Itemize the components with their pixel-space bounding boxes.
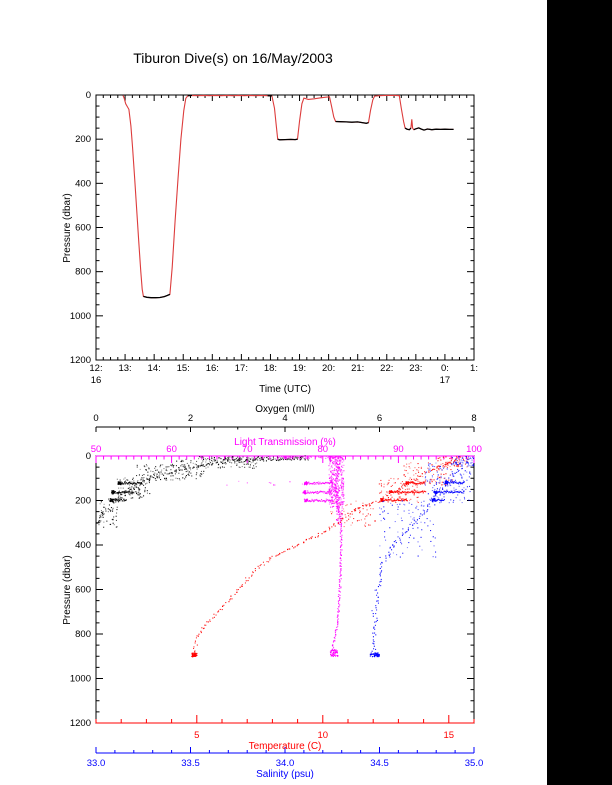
light-transmission-axis-title: Light Transmission (%) [234, 437, 336, 448]
top-pressure-tick-label: 800 [75, 267, 91, 278]
salinity-tick-label: 33.0 [87, 758, 106, 769]
bottom-pressure-tick-label: 0 [86, 451, 91, 462]
time-tick-label: 22: [380, 363, 393, 374]
light-tick-label: 90 [393, 444, 404, 455]
top-pressure-tick-label: 1000 [70, 311, 91, 322]
bottom-pressure-tick-label: 600 [75, 585, 91, 596]
light-tick-label: 60 [166, 444, 177, 455]
oxygen-tick-label: 4 [282, 413, 287, 424]
top-pressure-tick-label: 1200 [70, 355, 91, 366]
time-tick-label: 13: [118, 363, 131, 374]
dive-profile-processed-line [413, 127, 454, 131]
top-pressure-tick-label: 0 [86, 90, 91, 101]
time-tick-label: 23: [409, 363, 422, 374]
temperature-tick-label: 10 [318, 730, 329, 741]
oxygen-tick-label: 2 [188, 413, 193, 424]
dive-profile-raw-line [122, 94, 454, 299]
oxygen-axis-title: Oxygen (ml/l) [255, 404, 314, 415]
scan-black-margin-bar [547, 0, 612, 785]
salinity-tick-label: 34.5 [370, 758, 389, 769]
bottom-y-axis-title: Pressure (dbar) [62, 555, 73, 624]
time-tick-label: 19: [293, 363, 306, 374]
dive-profile-processed-line [277, 138, 298, 141]
time-tick-label: 1: [470, 363, 478, 374]
time-tick-label: 0: [441, 363, 449, 374]
time-tick-label: 17: [235, 363, 248, 374]
time-tick-label: 12: [89, 363, 102, 374]
time-tick-label: 14: [148, 363, 161, 374]
day-tick-label: 16 [91, 375, 102, 386]
oxygen-tick-label: 8 [471, 413, 476, 424]
bottom-plot-area: 0 200 400 600 800 1000 1200 0 2 4 6 8 50 60 70 80 90 100 5… [70, 413, 483, 769]
temperature-profile [191, 456, 469, 658]
salinity-axis-title: Salinity (psu) [256, 769, 314, 780]
light-tick-label: 70 [242, 444, 253, 455]
time-tick-label: 20: [322, 363, 335, 374]
time-tick-label: 21: [351, 363, 364, 374]
oxygen-tick-label: 0 [93, 413, 98, 424]
bottom-pressure-tick-label: 1200 [70, 718, 91, 729]
temperature-tick-label: 5 [194, 730, 199, 741]
time-tick-label: 18: [264, 363, 277, 374]
temperature-axis-title: Temperature (C) [249, 741, 322, 752]
light-transmission-profile [226, 455, 345, 657]
salinity-tick-label: 34.0 [276, 758, 295, 769]
top-y-axis-title: Pressure (dbar) [62, 193, 73, 262]
chart-title: Tiburon Dive(s) on 16/May/2003 [133, 50, 333, 66]
time-tick-label: 15: [177, 363, 190, 374]
salinity-profile [369, 456, 475, 658]
temperature-tick-label: 15 [444, 730, 455, 741]
light-tick-label: 100 [466, 444, 482, 455]
light-tick-label: 80 [318, 444, 329, 455]
bottom-pressure-tick-label: 200 [75, 496, 91, 507]
dive-profile-processed-line [143, 293, 171, 299]
oxygen-tick-label: 6 [377, 413, 382, 424]
time-axis-title: Time (UTC) [259, 384, 311, 395]
dive-profile-processed-line [404, 127, 412, 131]
bottom-pressure-tick-label: 400 [75, 540, 91, 551]
bottom-chart-ctd-profiles: Oxygen (ml/l) Light Transmission (%) 020… [62, 404, 483, 780]
day-tick-label: 17 [440, 375, 451, 386]
top-pressure-tick-label: 200 [75, 134, 91, 145]
top-pressure-tick-label: 600 [75, 223, 91, 234]
top-plot-box [95, 94, 475, 361]
oxygen-profile [96, 455, 309, 528]
salinity-tick-label: 33.5 [181, 758, 200, 769]
bottom-pressure-tick-label: 800 [75, 629, 91, 640]
bottom-plot-box [95, 455, 475, 724]
time-tick-label: 16: [206, 363, 219, 374]
dive-profile-processed-line [335, 120, 369, 124]
light-tick-label: 50 [91, 444, 102, 455]
bottom-pressure-tick-label: 1000 [70, 674, 91, 685]
salinity-tick-label: 35.0 [465, 758, 484, 769]
top-pressure-tick-label: 400 [75, 178, 91, 189]
